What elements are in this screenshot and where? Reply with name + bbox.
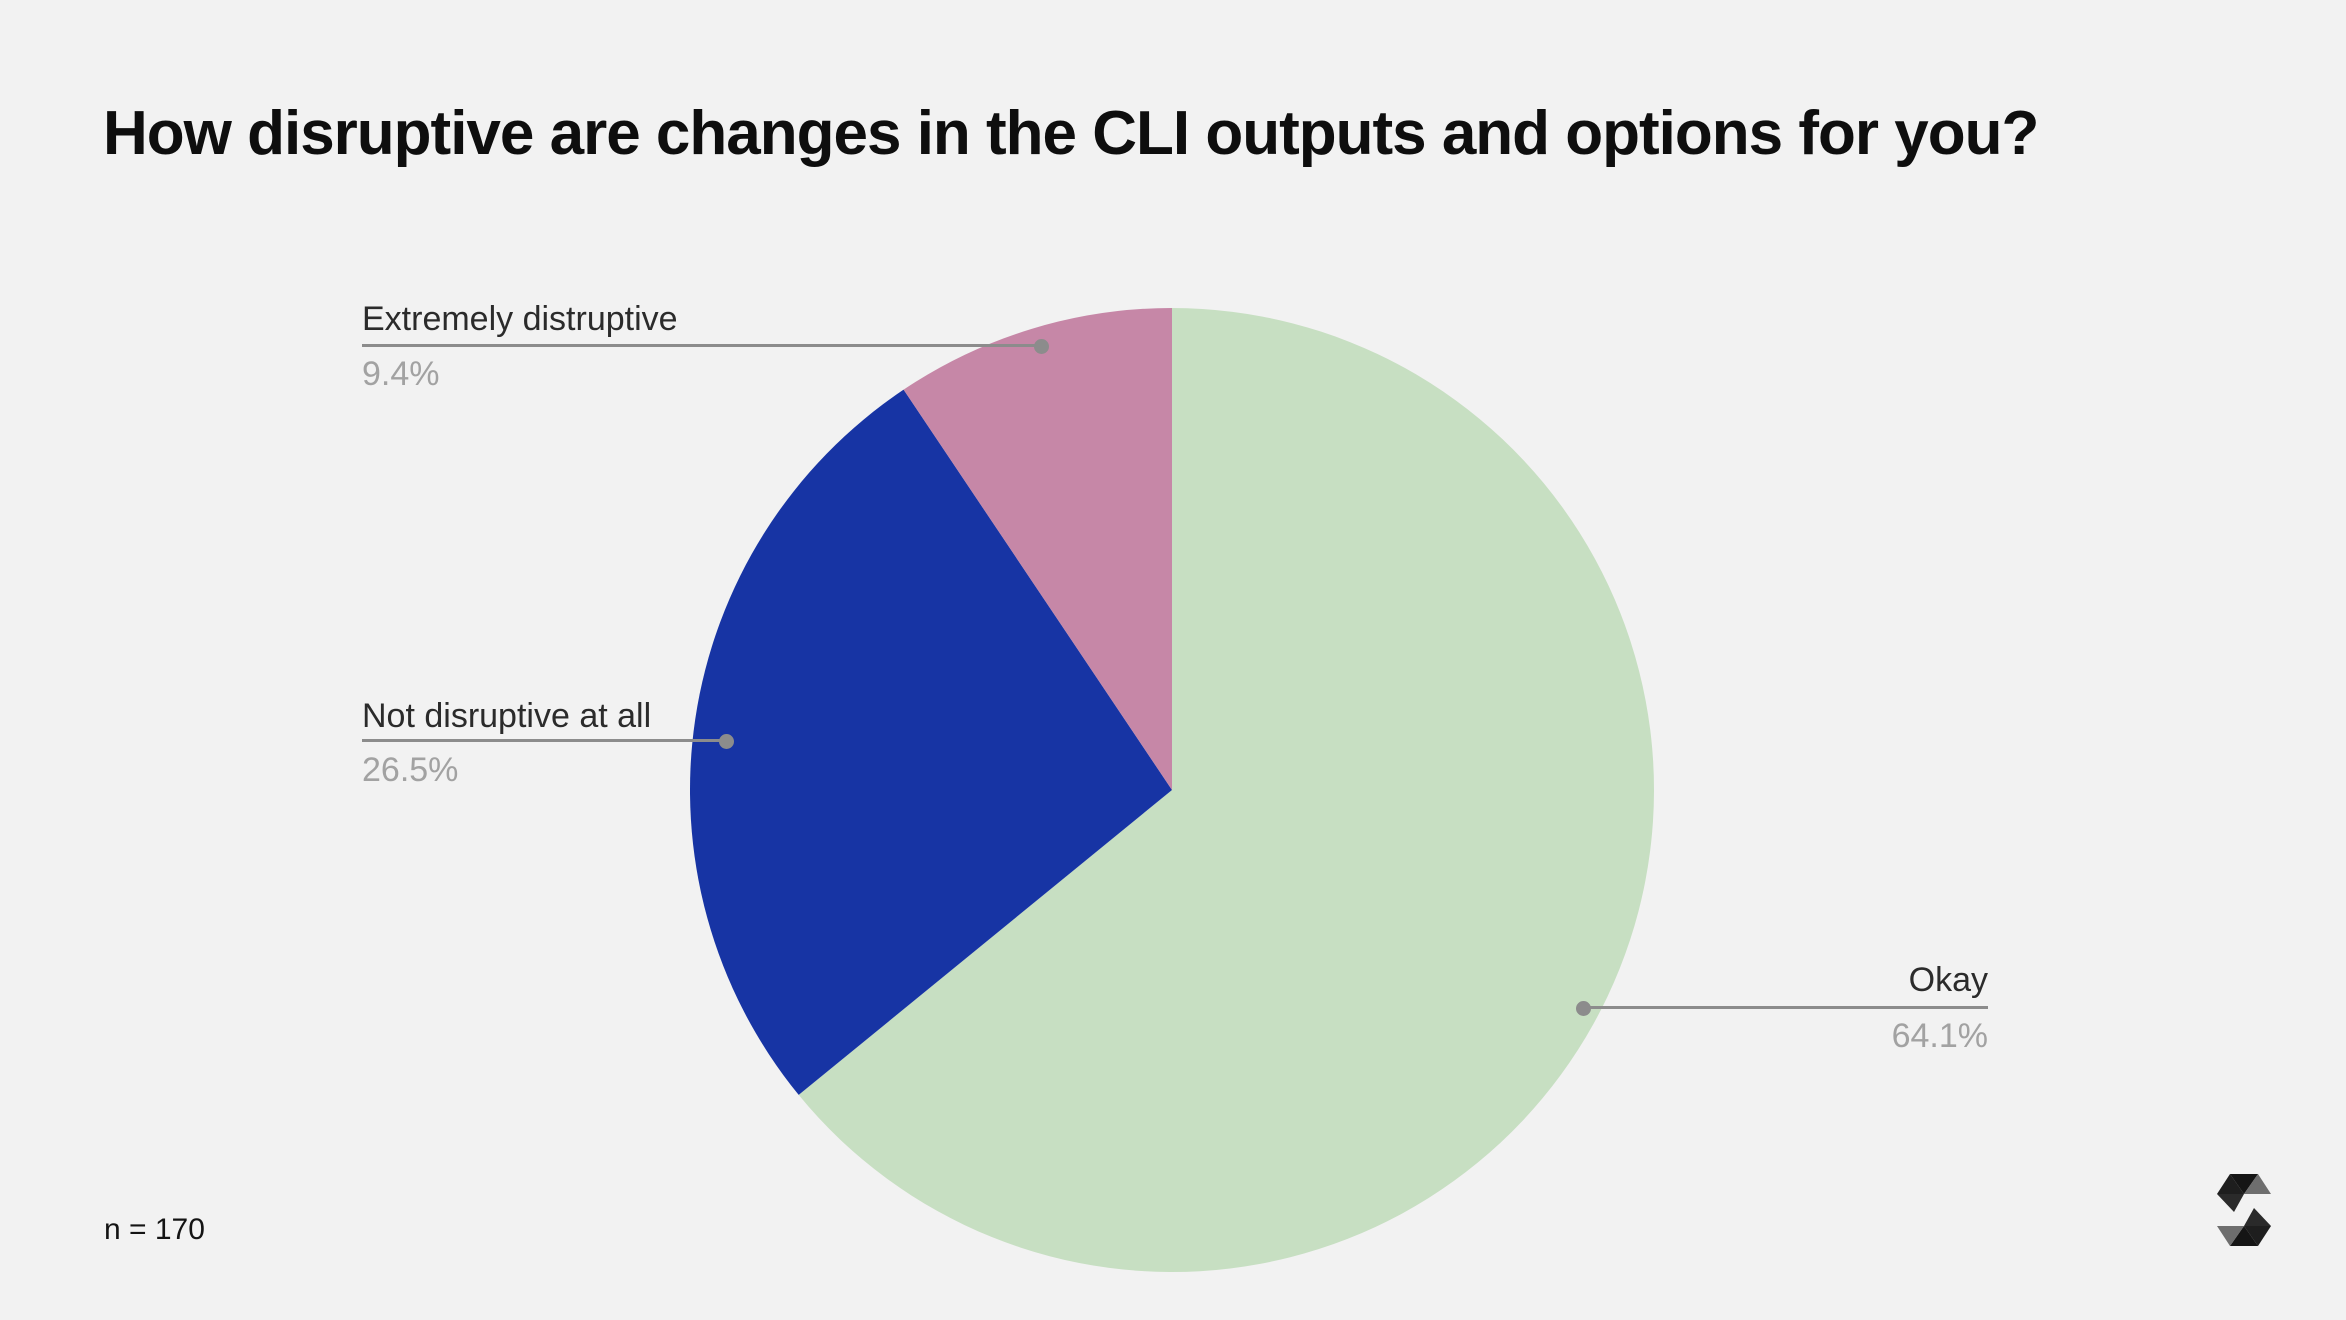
slice-label: Okay bbox=[1908, 961, 1988, 999]
pie-slice-extremely-distruptive bbox=[903, 308, 1172, 790]
slice-label: Extremely distruptive bbox=[362, 300, 678, 338]
company-logo-icon bbox=[2217, 1174, 2271, 1246]
slice-percentage: 64.1% bbox=[1891, 1017, 1988, 1055]
leader-line bbox=[362, 344, 1036, 347]
pie-slice-okay bbox=[798, 308, 1654, 1272]
leader-dot bbox=[1576, 1001, 1591, 1016]
slice-percentage: 26.5% bbox=[362, 751, 459, 789]
pie-chart bbox=[690, 308, 1654, 1272]
sample-size-note: n = 170 bbox=[104, 1213, 205, 1246]
page-title: How disruptive are changes in the CLI ou… bbox=[103, 99, 2039, 168]
leader-line bbox=[1588, 1006, 1988, 1009]
pie-slice-not-disruptive-at-all bbox=[690, 389, 1172, 1095]
slice-percentage: 9.4% bbox=[362, 355, 440, 393]
leader-line bbox=[362, 739, 720, 742]
leader-dot bbox=[1034, 339, 1049, 354]
leader-dot bbox=[719, 734, 734, 749]
slice-label: Not disruptive at all bbox=[362, 697, 652, 735]
